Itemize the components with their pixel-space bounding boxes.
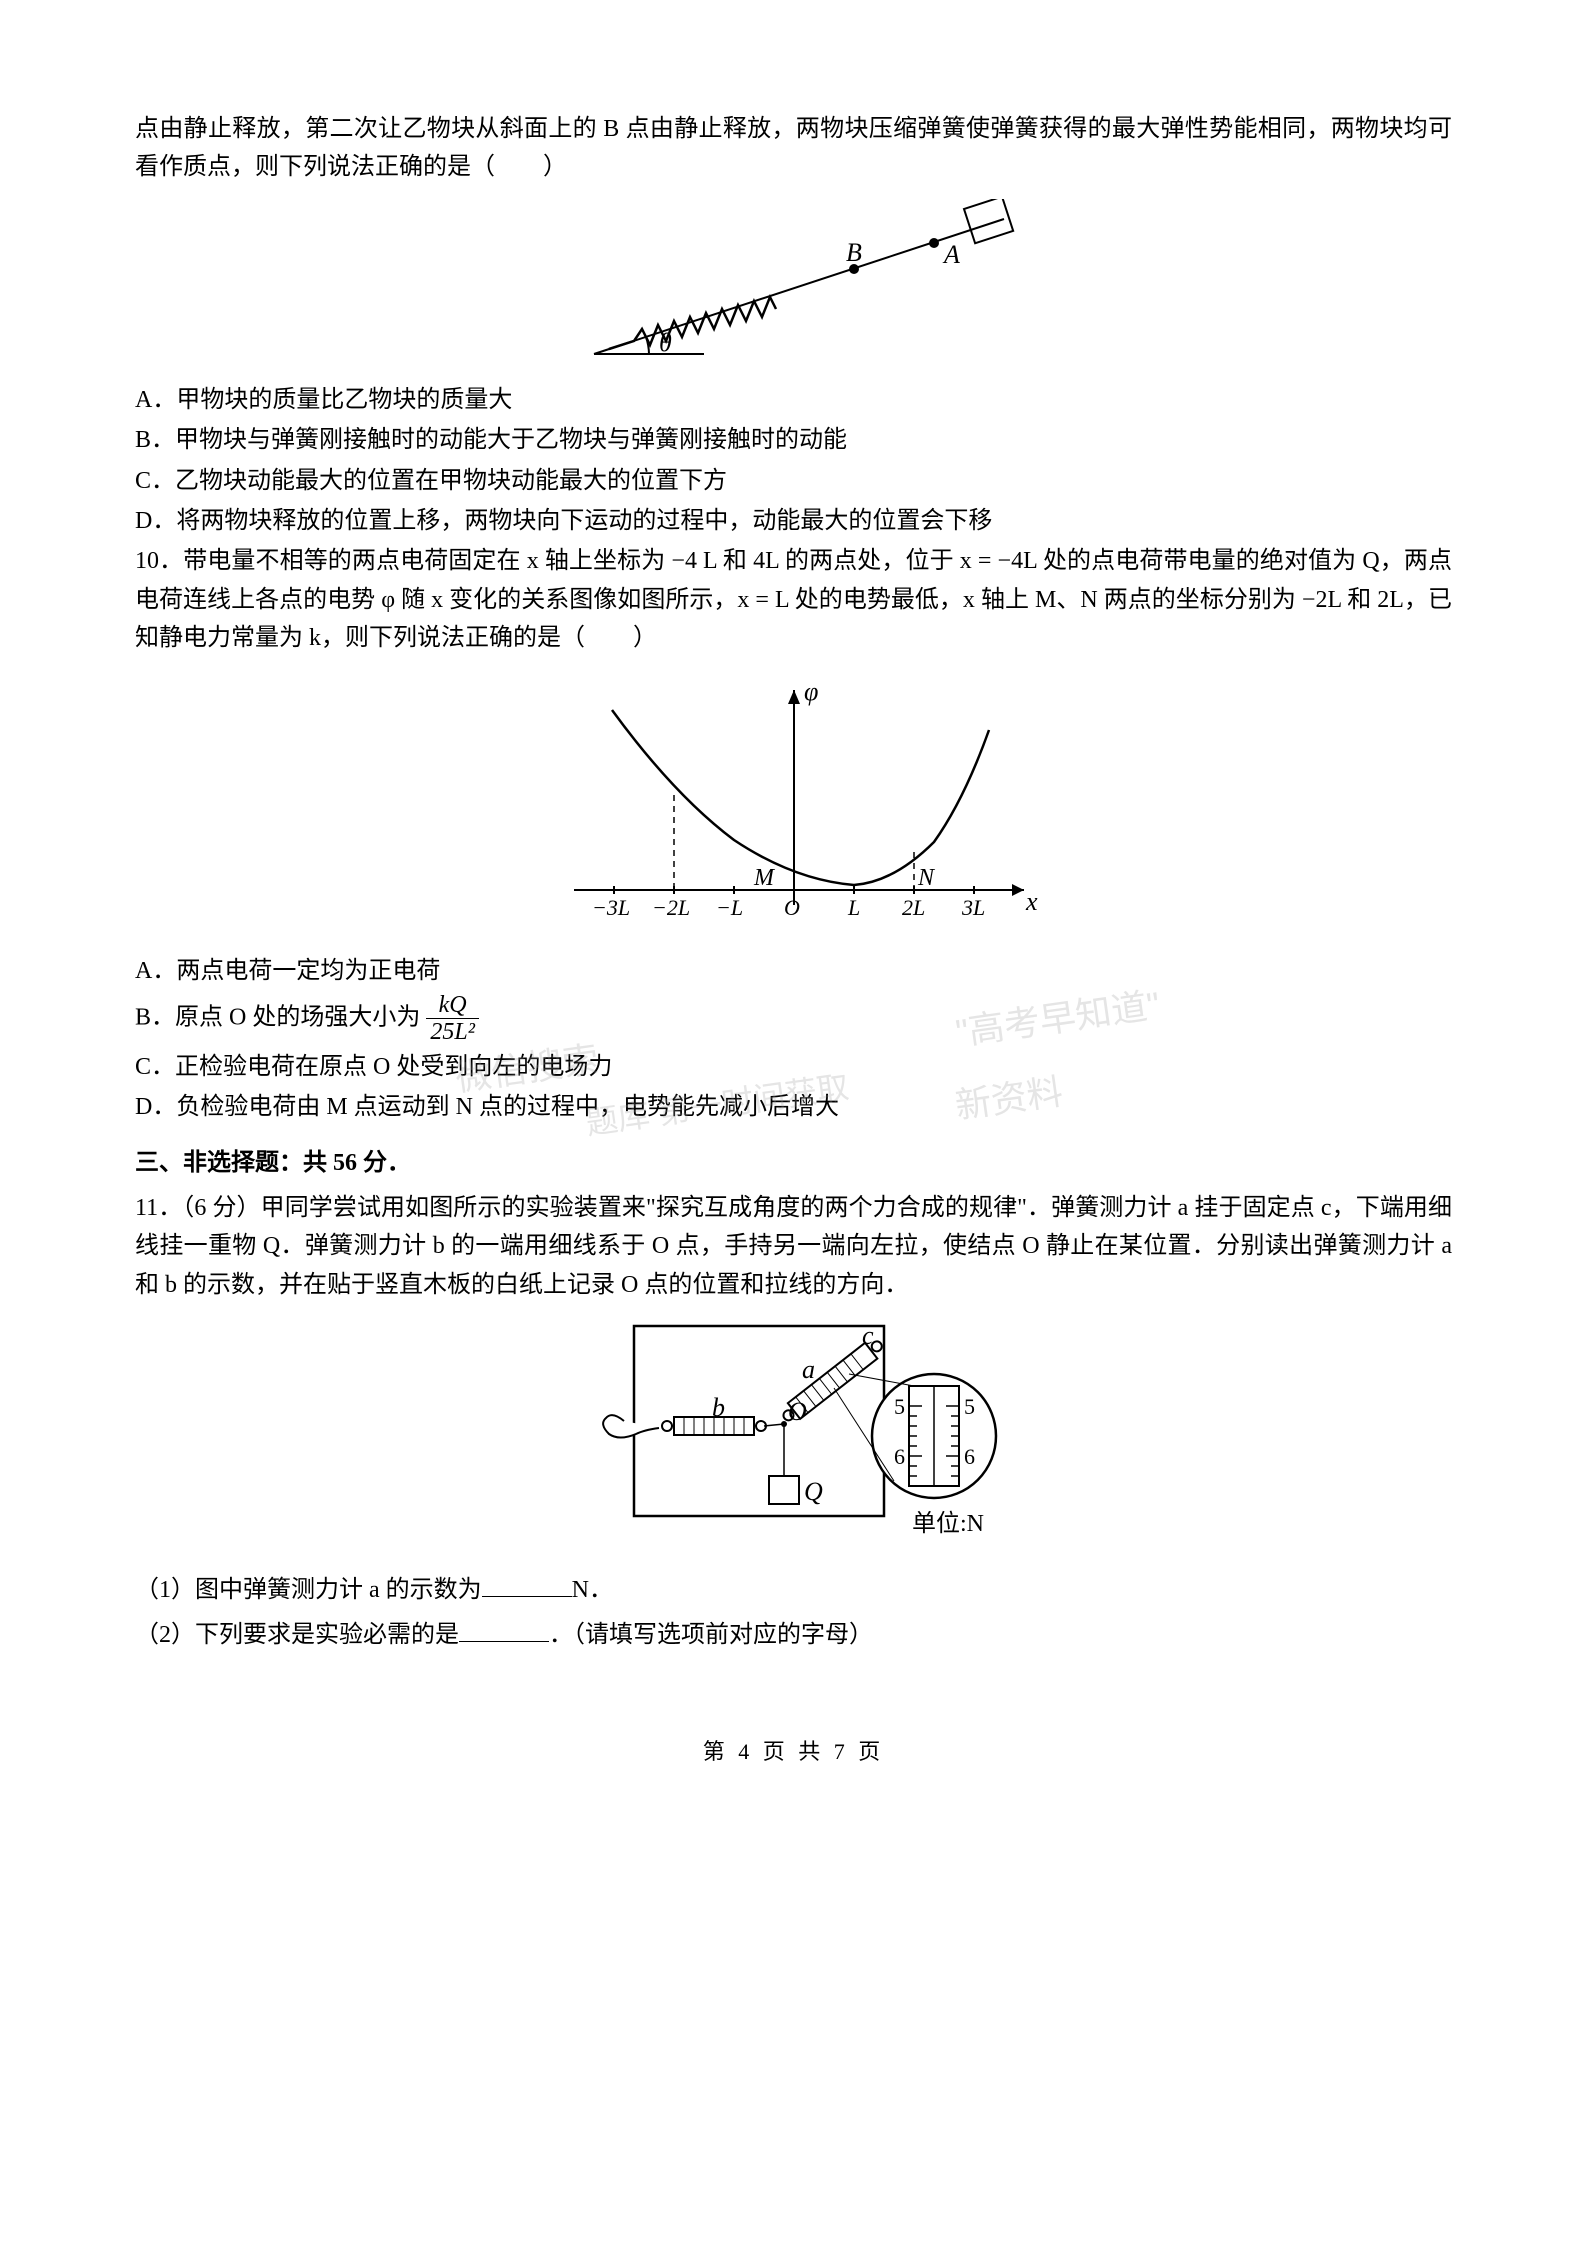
page-footer: 第 4 页 共 7 页 bbox=[135, 1734, 1452, 1769]
tick-3l: 3L bbox=[961, 895, 985, 920]
q11-figure: c a b bbox=[135, 1316, 1452, 1556]
fraction-kq-25l2: kQ 25L² bbox=[426, 992, 479, 1046]
q9-figure: θ B A bbox=[135, 199, 1452, 369]
tick-2l: 2L bbox=[902, 895, 925, 920]
tick-neg2l: −2L bbox=[652, 895, 690, 920]
q11-sub1: （1）图中弹簧测力计 a 的示数为N． bbox=[135, 1568, 1452, 1609]
scale-5-right: 5 bbox=[964, 1394, 975, 1419]
q10-option-a: A．两点电荷一定均为正电荷 bbox=[135, 952, 1452, 990]
q10-option-d: D．负检验电荷由 M 点运动到 N 点的过程中，电势能先减小后增大 bbox=[135, 1088, 1452, 1126]
tick-origin: O bbox=[784, 895, 800, 920]
scale-5-left: 5 bbox=[894, 1394, 905, 1419]
q11-sub2: （2）下列要求是实验必需的是．（请填写选项前对应的字母） bbox=[135, 1613, 1452, 1654]
m-label: M bbox=[753, 865, 776, 891]
blank-input bbox=[482, 1568, 572, 1597]
label-a: a bbox=[802, 1355, 815, 1384]
question-10-stem: 10．带电量不相等的两点电荷固定在 x 轴上坐标为 −4 L 和 4L 的两点处… bbox=[135, 542, 1452, 657]
q9-option-c: C．乙物块动能最大的位置在甲物块动能最大的位置下方 bbox=[135, 462, 1452, 500]
q9-option-b: B．甲物块与弹簧刚接触时的动能大于乙物块与弹簧刚接触时的动能 bbox=[135, 421, 1452, 459]
q9-option-d: D．将两物块释放的位置上移，两物块向下运动的过程中，动能最大的位置会下移 bbox=[135, 502, 1452, 540]
unit-label: 单位:N bbox=[912, 1510, 984, 1537]
x-axis-label: x bbox=[1025, 887, 1038, 916]
tick-neg3l: −3L bbox=[592, 895, 630, 920]
q9-option-a: A．甲物块的质量比乙物块的质量大 bbox=[135, 381, 1452, 419]
point-a-label: A bbox=[942, 240, 960, 269]
tick-l: L bbox=[847, 895, 860, 920]
label-b: b bbox=[712, 1393, 725, 1422]
question-9-continued: 点由静止释放，第二次让乙物块从斜面上的 B 点由静止释放，两物块压缩弹簧使弹簧获… bbox=[135, 110, 1452, 187]
q10-option-c: C．正检验电荷在原点 O 处受到向左的电场力 bbox=[135, 1048, 1452, 1086]
question-11-stem: 11．（6 分）甲同学尝试用如图所示的实验装置来"探究互成角度的两个力合成的规律… bbox=[135, 1189, 1452, 1304]
n-label: N bbox=[917, 865, 936, 891]
tick-negl: −L bbox=[716, 895, 743, 920]
label-o: O bbox=[788, 1397, 807, 1426]
label-q: Q bbox=[804, 1477, 823, 1506]
scale-6-left: 6 bbox=[894, 1444, 905, 1469]
q10-figure: φ x −3L −2L −L O L 2L 3L M N bbox=[135, 670, 1452, 940]
phi-axis-label: φ bbox=[804, 677, 818, 706]
point-b-label: B bbox=[846, 238, 862, 267]
section-3-title: 三、非选择题：共 56 分． bbox=[135, 1144, 1452, 1182]
blank-input bbox=[459, 1613, 549, 1642]
q10-option-b: B．原点 O 处的场强大小为 kQ 25L² bbox=[135, 992, 1452, 1046]
scale-6-right: 6 bbox=[964, 1444, 975, 1469]
